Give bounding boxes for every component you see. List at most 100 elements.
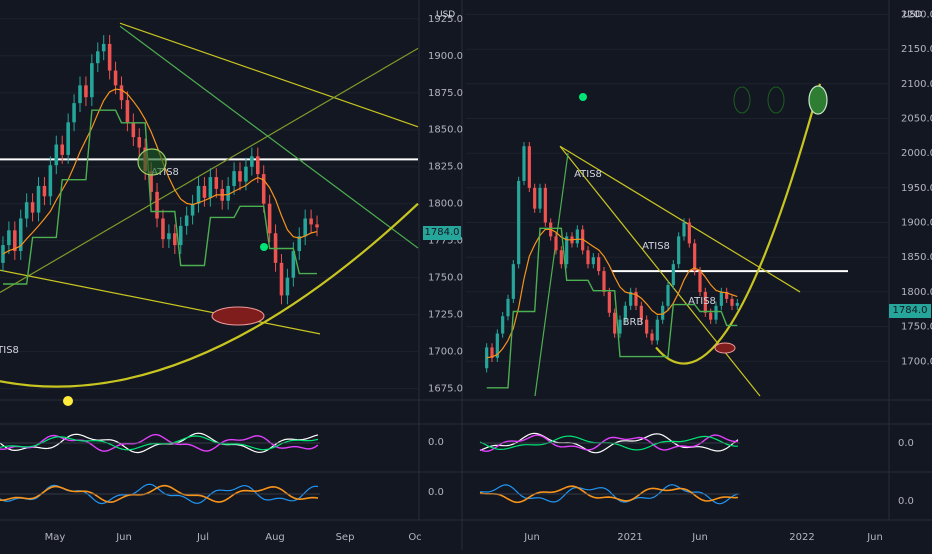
candle-body xyxy=(161,218,165,240)
candle-body xyxy=(517,180,521,265)
candle-body xyxy=(602,271,606,292)
left-currency-label: USD xyxy=(436,10,456,20)
left-osc2-zero: 0.0 xyxy=(428,487,444,498)
candle-body xyxy=(184,215,189,226)
signal-annotation: ATIS8 xyxy=(688,296,716,307)
candle-body xyxy=(54,144,59,166)
candle-body xyxy=(597,257,601,272)
y-tick-label: 2200.0 xyxy=(901,9,932,20)
candle-body xyxy=(527,146,531,188)
y-tick-label: 1850.0 xyxy=(428,125,463,136)
candle-body xyxy=(167,233,171,240)
x-tick-label: Sep xyxy=(336,532,355,543)
signal-annotation: BRB xyxy=(623,317,644,328)
candle-body xyxy=(297,236,302,252)
candle-body xyxy=(250,156,254,167)
candle-body xyxy=(66,122,70,155)
candle-body xyxy=(36,185,41,213)
candle-body xyxy=(586,250,590,265)
candle-body xyxy=(730,298,734,306)
y-tick-label: 1700.0 xyxy=(428,347,463,358)
candle-body xyxy=(131,122,136,138)
candle-body xyxy=(232,171,236,186)
signal-annotation: ATIS8 xyxy=(642,241,670,252)
candle-body xyxy=(30,202,35,213)
x-tick-label: Jun xyxy=(523,532,540,543)
y-tick-label: 1800.0 xyxy=(901,287,932,298)
candle-body xyxy=(137,137,142,148)
trend-line xyxy=(0,269,321,335)
y-tick-label: 1750.0 xyxy=(428,273,463,284)
candle-body xyxy=(575,229,579,244)
signal-annotation: ATIS8 xyxy=(0,345,19,356)
oscillator-line xyxy=(479,434,738,453)
oscillator-line xyxy=(480,484,739,505)
candle-body xyxy=(650,333,654,341)
candle-body xyxy=(634,291,638,306)
y-tick-label: 1800.0 xyxy=(428,199,463,210)
candle-body xyxy=(107,43,112,71)
signal-annotation: ATIS8 xyxy=(574,169,602,180)
y-tick-label: 1900.0 xyxy=(428,51,463,62)
candle-body xyxy=(24,202,29,219)
candle-body xyxy=(190,203,195,216)
candle-body xyxy=(256,156,260,175)
candle-body xyxy=(677,236,681,265)
candle-body xyxy=(285,277,290,296)
x-tick-label: Jul xyxy=(196,532,209,543)
green-marker xyxy=(260,243,268,251)
candle-body xyxy=(309,218,313,225)
moving-average-line xyxy=(486,228,738,359)
green-marker xyxy=(579,93,587,101)
candle-body xyxy=(501,316,505,334)
candle-body xyxy=(226,185,230,201)
candle-body xyxy=(666,284,670,306)
left-price-chart[interactable]: 1675.0 1700.0 1725.0 1750.0 1775.0 1800.0 1825… xyxy=(0,14,463,543)
candle-body xyxy=(48,165,53,197)
candle-body xyxy=(693,243,697,272)
trend-line xyxy=(0,47,419,293)
red-marker xyxy=(714,342,736,354)
target-circle-faded xyxy=(767,86,785,114)
trend-line xyxy=(119,22,419,128)
candle-body xyxy=(72,103,76,123)
oscillator-line xyxy=(0,483,319,505)
candle-body xyxy=(698,271,702,292)
oscillator-line xyxy=(0,435,319,451)
candle-body xyxy=(196,185,201,204)
candle-body xyxy=(101,43,106,52)
candle-body xyxy=(214,177,219,189)
candle-body xyxy=(538,187,542,209)
x-tick-label: Oc xyxy=(408,532,421,543)
candle-body xyxy=(645,319,649,334)
candle-body xyxy=(703,291,707,313)
candle-body xyxy=(565,236,569,265)
x-tick-label: Jun xyxy=(866,532,883,543)
candle-body xyxy=(113,70,118,86)
y-tick-label: 1900.0 xyxy=(901,218,932,229)
x-tick-label: 2022 xyxy=(789,532,814,543)
candle-body xyxy=(618,319,622,334)
candle-body xyxy=(554,236,558,251)
candle-body xyxy=(96,51,100,64)
candle-body xyxy=(1,245,5,263)
candle-body xyxy=(261,174,266,204)
candle-body xyxy=(155,191,159,219)
red-oval-marker xyxy=(211,306,265,326)
y-tick-label: 1700.0 xyxy=(901,356,932,367)
oscillator-line xyxy=(479,485,739,504)
candle-body xyxy=(303,218,307,237)
right-price-chart[interactable]: 1700.0 1750.0 1800.0 1850.0 1900.0 1950.0 2000… xyxy=(466,9,932,543)
candle-body xyxy=(490,347,494,358)
left-osc1-zero: 0.0 xyxy=(428,437,444,448)
y-tick-label: 1925.0 xyxy=(428,14,463,25)
signal-annotation: ATIS8 xyxy=(151,167,179,178)
y-tick-label: 1725.0 xyxy=(428,310,463,321)
candle-body xyxy=(244,166,248,182)
candle-body xyxy=(543,187,547,223)
candle-body xyxy=(267,203,272,234)
candle-body xyxy=(661,305,665,320)
trend-line xyxy=(119,25,419,249)
